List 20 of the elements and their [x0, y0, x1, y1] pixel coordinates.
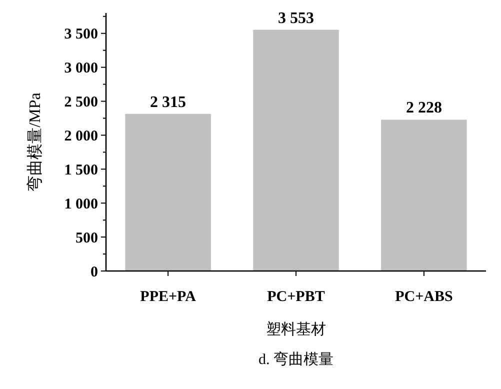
y-tick-label: 3 000 [64, 60, 98, 77]
x-tick-label: PC+PBT [267, 289, 325, 305]
y-axis-title: 弯曲模量/MPa [26, 92, 44, 192]
y-tick-label: 1 500 [64, 162, 98, 178]
bar [125, 114, 211, 271]
bar [381, 120, 467, 271]
data-label: 2 228 [406, 100, 442, 117]
y-tick-label: 1 000 [64, 196, 98, 212]
x-axis-title: 塑料基材 [266, 321, 326, 338]
text: d. 弯曲模量 [258, 351, 334, 368]
y-tick-label: 0 [90, 264, 98, 280]
y-tick-label: 500 [76, 230, 98, 246]
data-label: 3 553 [278, 10, 314, 27]
x-tick-label: PPE+PA [140, 289, 196, 305]
x-tick-label: PC+ABS [395, 289, 453, 305]
y-tick-label: 2 000 [64, 128, 98, 144]
data-label: 2 315 [150, 94, 186, 111]
y-tick-label: 3 500 [64, 26, 98, 43]
y-tick-label: 2 500 [64, 94, 98, 111]
bar [253, 30, 339, 271]
